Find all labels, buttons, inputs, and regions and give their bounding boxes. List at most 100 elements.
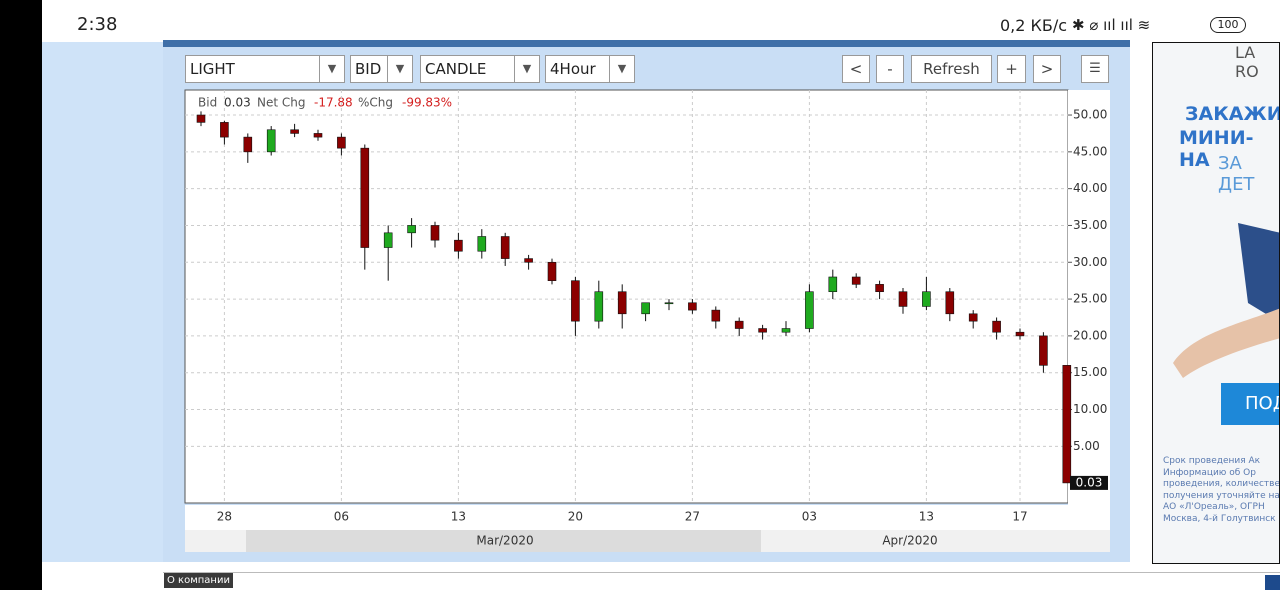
battery: 100 — [1210, 17, 1246, 33]
x-tick-label: 03 — [802, 510, 817, 524]
refresh-button[interactable]: Refresh — [911, 55, 992, 83]
candle-body — [571, 280, 580, 322]
candle-body — [1039, 335, 1048, 366]
candle-body — [992, 320, 1001, 333]
status-icons: ✱ ⌀ ııl ııl ≋ — [1072, 16, 1151, 34]
select-text: CANDLE — [425, 60, 487, 78]
ad-banner[interactable]: LA RO ЗАКАЖИ МИНИ-НА ЗА ДЕТ ПОД Срок про… — [1152, 42, 1280, 564]
select-text: BID — [355, 60, 382, 78]
candle-body — [1062, 365, 1072, 484]
candle-body — [781, 328, 791, 333]
select-text: 4Hour — [550, 60, 596, 78]
x-tick-label: 13 — [919, 510, 934, 524]
range-slider[interactable] — [246, 530, 761, 552]
y-tick-label: 5.00 — [1073, 439, 1100, 453]
table-button[interactable]: ☰ — [1081, 55, 1109, 83]
y-tick-label: 15.00 — [1073, 365, 1107, 379]
header-value: 0.03 — [224, 96, 251, 110]
symbol-select[interactable]: LIGHT ▼ — [185, 55, 345, 83]
candle-body — [266, 129, 276, 153]
x-tick-label: 28 — [217, 510, 232, 524]
left-bezel — [0, 0, 42, 590]
candle-body — [524, 258, 533, 263]
header-label: %Chg — [358, 96, 393, 110]
y-axis-area — [1068, 90, 1110, 505]
month-label: Apr/2020 — [882, 534, 937, 548]
candle-body — [617, 291, 627, 315]
header-value: -99.83% — [402, 96, 452, 110]
fine-print-line: Информацию об Ор — [1163, 467, 1256, 478]
fine-print-line: проведения, количестве — [1163, 479, 1280, 489]
candle-body — [734, 320, 744, 329]
candle-body — [243, 136, 253, 153]
candle-body — [407, 225, 416, 234]
candle-body — [641, 302, 650, 315]
ad-button[interactable]: ПОД — [1221, 383, 1279, 425]
about-link[interactable]: О компании — [164, 573, 233, 588]
y-tick-label: 30.00 — [1073, 255, 1107, 269]
panel-header — [163, 40, 1130, 47]
style-select[interactable]: CANDLE ▼ — [420, 55, 540, 83]
select-text: LIGHT — [190, 60, 235, 78]
fine-print-line: Москва, 4-й Голутвинск — [1163, 513, 1276, 524]
x-axis-area — [185, 505, 1110, 530]
candle-body — [430, 225, 440, 241]
candle-body — [547, 261, 557, 281]
candle-body — [945, 291, 955, 315]
ad-image — [1173, 223, 1279, 378]
header-value: -17.88 — [314, 96, 353, 110]
candle-body — [220, 122, 229, 138]
next-button[interactable]: > — [1033, 55, 1061, 83]
select-arrow: ▼ — [387, 56, 412, 82]
candle-body — [664, 302, 674, 305]
candle-body — [360, 147, 370, 248]
select-arrow: ▼ — [514, 56, 539, 82]
side-select[interactable]: BID ▼ — [350, 55, 413, 83]
candle-body — [1015, 331, 1025, 337]
candle-body — [500, 236, 510, 259]
x-tick-label: 20 — [568, 510, 583, 524]
candle-body — [337, 136, 346, 149]
ad-text: ЗА ДЕТ — [1218, 153, 1255, 195]
prev-button[interactable]: < — [842, 55, 870, 83]
y-tick-label: 50.00 — [1073, 108, 1107, 122]
candle-body — [594, 291, 604, 322]
select-arrow: ▼ — [609, 56, 634, 82]
candle-body — [313, 133, 323, 138]
candle-body — [454, 239, 463, 252]
candle-body — [477, 236, 487, 252]
x-tick-label: 17 — [1012, 510, 1027, 524]
footer-rule — [163, 572, 1280, 573]
x-tick-label: 06 — [334, 510, 349, 524]
ad-fine-print: Срок проведения Ак Информацию об Ор провед… — [1163, 456, 1280, 525]
candle-body — [828, 276, 838, 293]
x-tick-label: 13 — [451, 510, 466, 524]
y-tick-label: 25.00 — [1073, 292, 1107, 306]
candle-body — [758, 328, 767, 333]
candle-body — [290, 129, 299, 134]
interval-select[interactable]: 4Hour ▼ — [545, 55, 635, 83]
month-label: Mar/2020 — [476, 534, 533, 548]
x-tick-label: 27 — [685, 510, 700, 524]
status-bar: 2:38 0,2 КБ/с ✱ ⌀ ııl ııl ≋ 100 — [42, 0, 1280, 40]
y-tick-label: 35.00 — [1073, 218, 1107, 232]
last-price-label: 0.03 — [1076, 475, 1103, 489]
y-tick-label: 40.00 — [1073, 181, 1107, 195]
zoom-in-button[interactable]: + — [997, 55, 1026, 83]
y-tick-label: 20.00 — [1073, 328, 1107, 342]
candle-body — [898, 291, 908, 307]
header-label: Net Chg — [257, 96, 305, 110]
candle-body — [875, 284, 884, 293]
candle-body — [688, 302, 697, 311]
last-price-box — [1070, 475, 1108, 490]
candle-body — [968, 313, 978, 322]
net-speed: 0,2 КБ/с — [1000, 16, 1068, 35]
y-tick-label: 45.00 — [1073, 144, 1107, 158]
side-nav — [42, 42, 163, 562]
y-tick-label: 10.00 — [1073, 402, 1107, 416]
zoom-out-button[interactable]: - — [876, 55, 904, 83]
candle-body — [711, 309, 721, 322]
ad-text: МИНИ-НА — [1179, 127, 1254, 171]
